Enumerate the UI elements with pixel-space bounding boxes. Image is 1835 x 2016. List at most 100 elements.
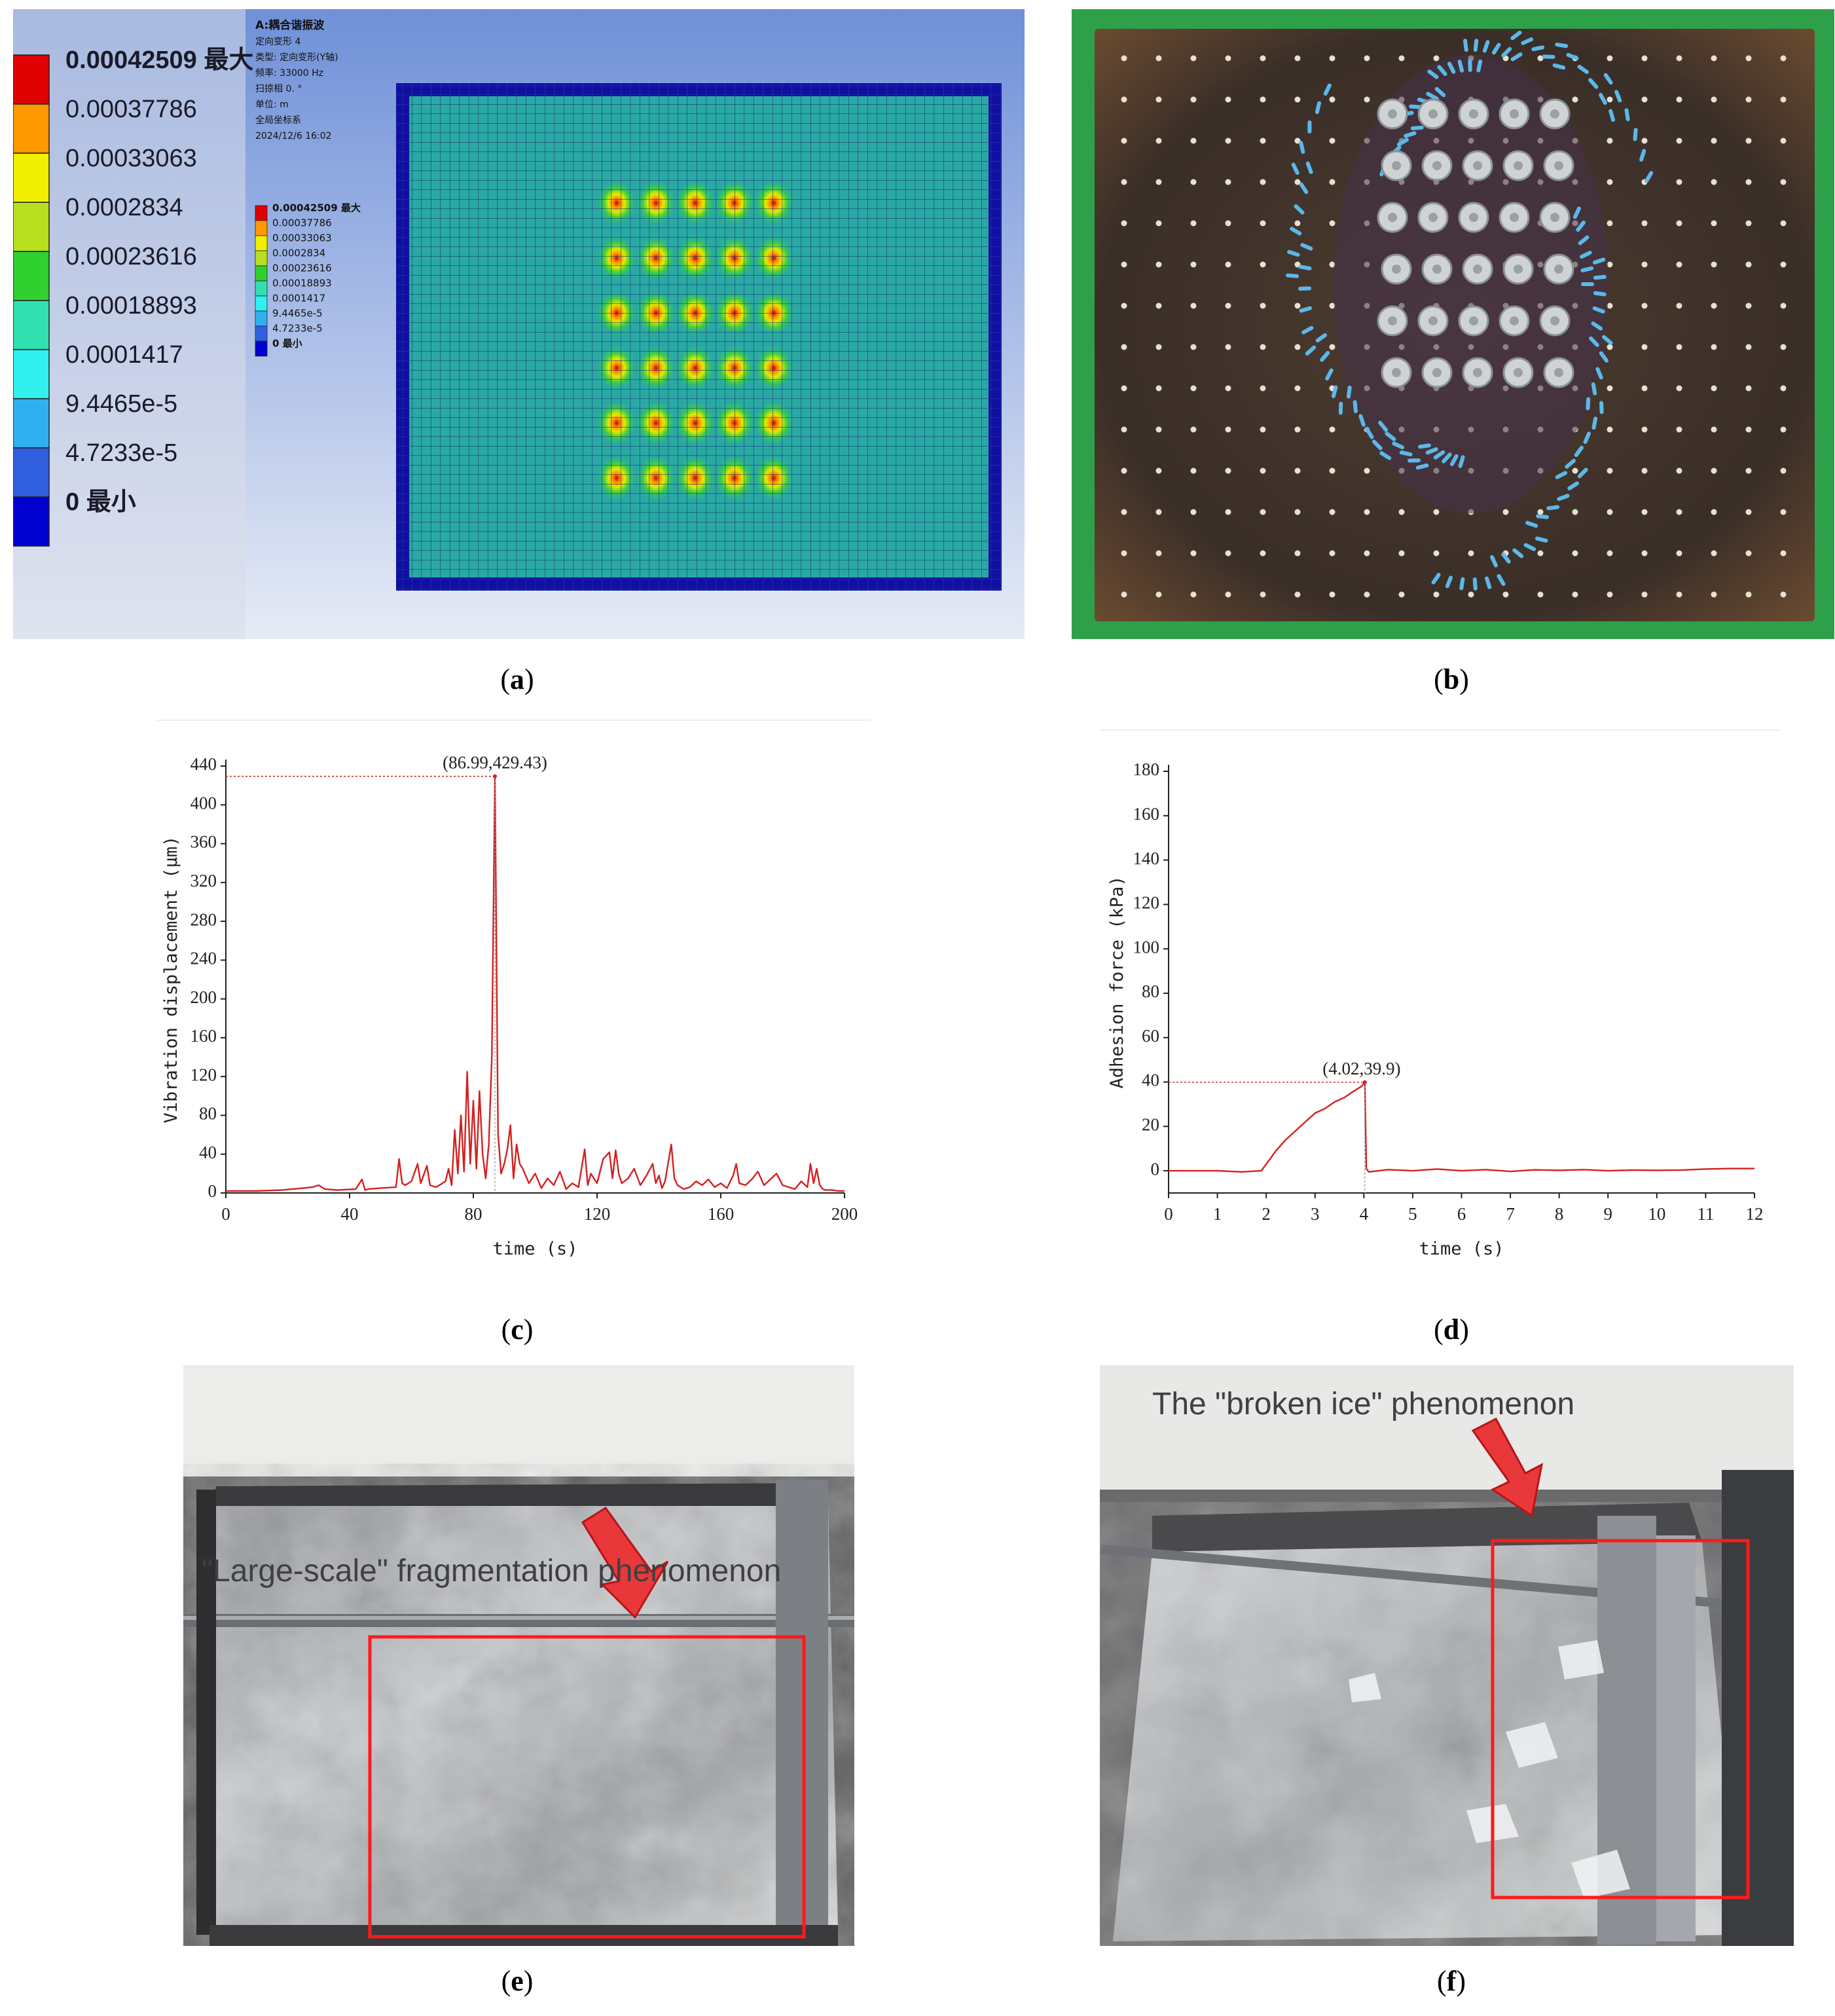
plate-hole	[1225, 302, 1231, 309]
wire-connector	[1287, 249, 1300, 257]
plate-hole	[1745, 467, 1752, 474]
plate-hole	[1190, 96, 1197, 103]
legend-label: 4.7233e-5	[65, 439, 177, 467]
header-line: 单位: m	[255, 100, 289, 110]
wire-connector	[1299, 306, 1313, 313]
plate-hole	[1121, 96, 1127, 103]
plate-hole	[1711, 179, 1717, 185]
plate-hole	[1572, 509, 1578, 515]
x-tick-label: 10	[1648, 1204, 1665, 1224]
wire-connector	[1482, 40, 1490, 53]
wire-connector	[1298, 265, 1312, 270]
plate-hole	[1155, 137, 1162, 144]
plate-hole	[1225, 261, 1231, 268]
panel-f-ice-photo: The "broken ice" phenomenon	[1100, 1365, 1794, 1946]
plate-hole	[1502, 509, 1509, 515]
plate-hole	[1155, 550, 1162, 557]
panel-b-plate-photo	[1072, 9, 1834, 639]
plate-hole	[1711, 385, 1717, 392]
plate-hole	[1190, 591, 1197, 598]
plate-hole	[1676, 426, 1682, 433]
x-tick-label: 40	[341, 1204, 359, 1224]
wire-connector	[1392, 441, 1404, 450]
wire-connector	[1323, 83, 1332, 96]
plate-hole	[1294, 550, 1301, 557]
wire-connector	[1592, 306, 1605, 314]
x-tick-label: 0	[1164, 1204, 1173, 1224]
caption-f: (f)	[1437, 1965, 1466, 1997]
header-line: 2024/12/6 16:02	[255, 131, 332, 141]
wire-connector	[1566, 52, 1579, 61]
wire-connector	[1531, 45, 1545, 52]
wire-connector	[1557, 494, 1570, 502]
plate-hole	[1780, 344, 1787, 350]
plate-hole	[1745, 96, 1752, 103]
arrow-icon	[1471, 1417, 1544, 1518]
plate-hole	[1641, 96, 1648, 103]
wire-connector	[1602, 335, 1613, 345]
plate-hole	[1260, 261, 1266, 268]
wire-connector	[1378, 420, 1389, 432]
legend-swatch	[13, 103, 50, 154]
plate-hole	[1155, 426, 1162, 433]
plate-hole	[1780, 550, 1787, 557]
plate-hole	[1190, 344, 1197, 350]
peak-point	[1362, 1080, 1367, 1084]
arrow-icon	[581, 1506, 669, 1619]
x-tick-label: 80	[465, 1204, 482, 1224]
transducer-center	[1510, 109, 1519, 119]
plate-hole	[1676, 550, 1682, 557]
x-axis-label: time (s)	[492, 1239, 577, 1259]
y-tick-label: 400	[191, 793, 217, 813]
transducer-center	[1473, 368, 1482, 377]
plate-hole	[1190, 426, 1197, 433]
wire-connector	[1415, 463, 1429, 470]
plate-hole	[1398, 509, 1405, 515]
y-tick-label: 40	[1142, 1071, 1159, 1090]
plate-hole	[1155, 179, 1162, 185]
wire-connector	[1325, 368, 1334, 381]
plate-hole	[1607, 302, 1613, 309]
plate-hole	[1225, 591, 1231, 598]
transducer-center	[1473, 265, 1482, 274]
wire-connector	[1497, 574, 1506, 586]
plate-hole	[1364, 96, 1370, 103]
plate-hole	[1641, 426, 1648, 433]
y-tick-label: 100	[1133, 937, 1160, 957]
plate-hole	[1711, 55, 1717, 62]
plate-hole	[1225, 55, 1231, 62]
plate-hole	[1190, 550, 1197, 557]
transducer-center	[1514, 161, 1523, 170]
wire-connector	[1614, 90, 1622, 103]
highlight-box	[368, 1635, 806, 1939]
plate-hole	[1260, 385, 1266, 392]
plate-hole	[1260, 467, 1266, 474]
plate-hole	[1155, 220, 1162, 227]
transducer-center	[1469, 316, 1478, 325]
wire-connector	[1473, 39, 1479, 52]
legend-swatch	[13, 54, 50, 105]
wire-connector	[1501, 46, 1512, 58]
plate-hole	[1364, 509, 1370, 515]
wire-connector	[1425, 447, 1438, 455]
plate-hole	[1676, 385, 1682, 392]
wire-connector	[1396, 137, 1409, 147]
wire-connector	[1580, 250, 1592, 259]
wire-connector	[1431, 572, 1441, 585]
x-tick-label: 4	[1360, 1204, 1369, 1224]
plate-hole	[1225, 137, 1231, 144]
legend-swatch	[255, 340, 268, 357]
plate-hole	[1676, 261, 1682, 268]
plate-hole	[1433, 591, 1440, 598]
transducer-center	[1428, 109, 1438, 119]
legend-label: 0.00042509 最大	[65, 46, 253, 74]
y-tick-label: 120	[191, 1065, 217, 1084]
plate-hole	[1260, 179, 1266, 185]
transducer-center	[1550, 213, 1559, 222]
wire-connector	[1591, 416, 1598, 430]
transducer-center	[1554, 161, 1563, 170]
plate-hole	[1155, 96, 1162, 103]
plate-hole	[1641, 550, 1648, 557]
plate-hole	[1676, 137, 1682, 144]
